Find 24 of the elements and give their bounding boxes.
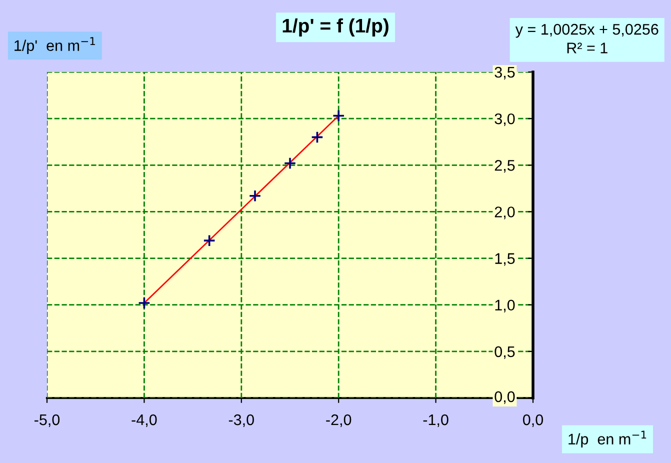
y-axis-title: 1/p' en m$^{−1}$ <box>14 37 95 54</box>
x-tick-label: -4,0 <box>132 414 157 427</box>
y-tick-label: 2,0 <box>494 206 515 220</box>
x-tick-label: -2,0 <box>326 414 352 427</box>
x-tick-label: -3,0 <box>228 414 254 427</box>
point <box>203 234 216 247</box>
x-tick-label: -1,0 <box>423 414 448 427</box>
point <box>284 156 296 170</box>
y-tick-label: 1,0 <box>495 300 515 312</box>
y-tick-label: 3,5 <box>494 66 515 80</box>
y-tick-label: 0,5 <box>494 346 515 359</box>
point <box>332 109 345 122</box>
point <box>248 190 262 202</box>
y-tick-label: 2,5 <box>494 160 515 173</box>
y-tick-label: 0,0 <box>494 391 515 404</box>
y-tick-label: 3,0 <box>494 113 515 126</box>
x-tick-label: 0,0 <box>522 414 544 427</box>
x-axis-title: 1/p en m$^{−1}$ <box>568 430 646 448</box>
y-tick-label: 1,5 <box>495 253 515 266</box>
chart-title: 1/p' = f (1/p) <box>282 18 388 36</box>
point <box>138 296 150 310</box>
text: y = 1,0025x + 5,0256 R² = 1 <box>515 24 658 54</box>
point <box>310 130 324 144</box>
x-tick-label: -5,0 <box>34 414 60 427</box>
